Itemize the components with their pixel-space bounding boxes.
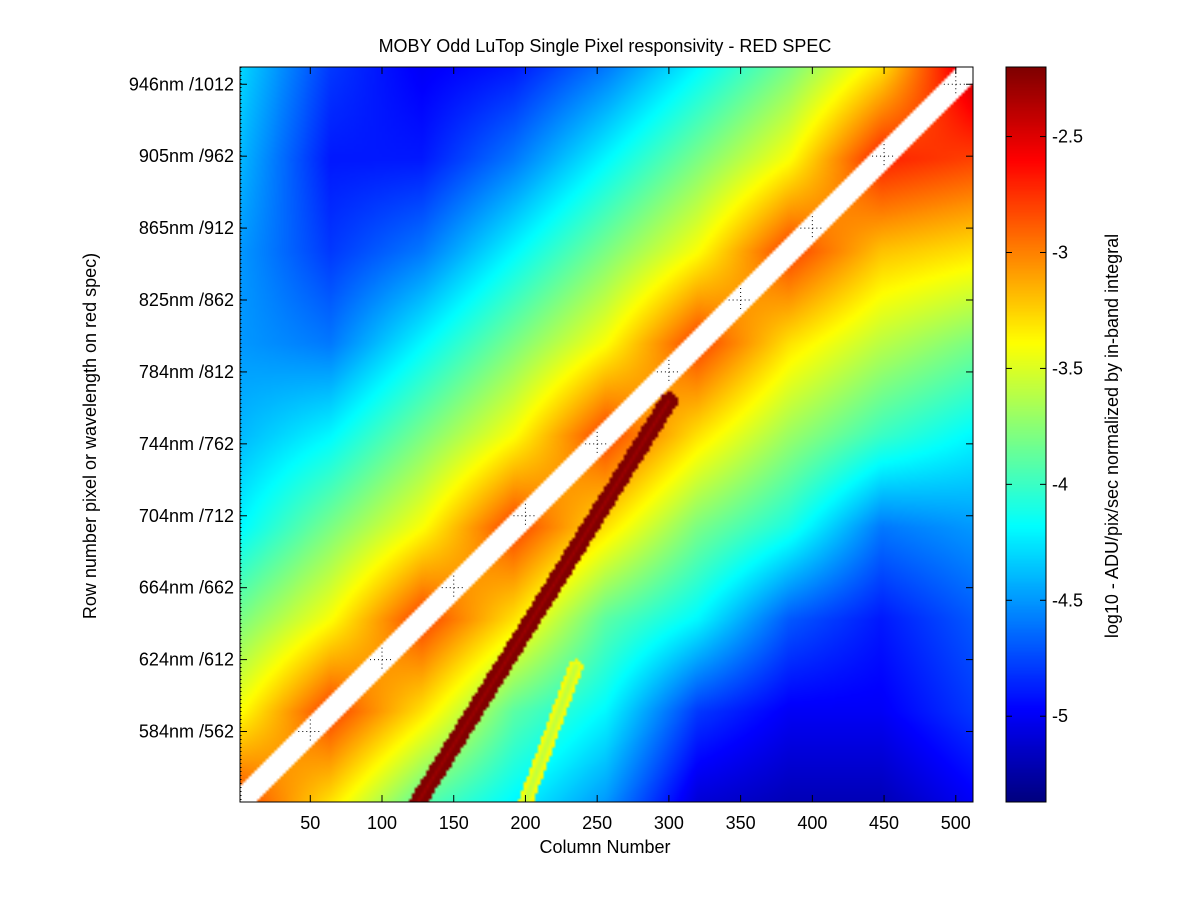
colorbar-tick-label: -3 xyxy=(1052,242,1068,262)
x-tick-label: 300 xyxy=(654,813,684,833)
x-tick-label: 100 xyxy=(367,813,397,833)
y-tick-label: 825nm /862 xyxy=(139,290,234,310)
heatmap-image xyxy=(240,67,973,802)
diagonal-dotted-marks xyxy=(240,67,968,802)
x-tick-label: 450 xyxy=(869,813,899,833)
colorbar-frame xyxy=(1005,66,1047,803)
x-tick-label: 50 xyxy=(300,813,320,833)
x-tick-label: 350 xyxy=(726,813,756,833)
colorbar-gradient xyxy=(1006,67,1046,802)
y-tick-label: 744nm /762 xyxy=(139,434,234,454)
y-tick-label: 664nm /662 xyxy=(139,578,234,598)
x-tick-label: 400 xyxy=(797,813,827,833)
y-tick-label: 784nm /812 xyxy=(139,362,234,382)
colorbar-tick-label: -4 xyxy=(1052,474,1068,494)
x-axis-label: Column Number xyxy=(539,837,670,857)
y-axis-label: Row number pixel or wavelength on red sp… xyxy=(80,253,100,619)
y-tick-label: 905nm /962 xyxy=(139,146,234,166)
y-tick-label: 704nm /712 xyxy=(139,506,234,526)
y-tick-label: 624nm /612 xyxy=(139,650,234,670)
x-axis-ticks: 50 100 150 200 250 300 350 400 450 500 xyxy=(300,67,971,833)
colorbar-label: log10 - ADU/pix/sec normalized by in-ban… xyxy=(1102,234,1122,638)
y-tick-label: 946nm /1012 xyxy=(129,74,234,94)
colorbar-tick-label: -3.5 xyxy=(1052,358,1083,378)
x-tick-label: 200 xyxy=(510,813,540,833)
colorbar-ticks: -2.5 -3 -3.5 -4 -4.5 -5 xyxy=(1006,127,1083,726)
y-tick-label: 584nm /562 xyxy=(139,722,234,742)
colorbar-tick-label: -5 xyxy=(1052,706,1068,726)
plot-frame xyxy=(239,66,974,803)
y-axis-ticks: 584nm /562 624nm /612 664nm /662 704nm /712… xyxy=(129,74,973,742)
x-tick-label: 150 xyxy=(439,813,469,833)
x-tick-label: 250 xyxy=(582,813,612,833)
colorbar-tick-label: -2.5 xyxy=(1052,127,1083,147)
x-tick-label: 500 xyxy=(941,813,971,833)
colorbar: -2.5 -3 -3.5 -4 -4.5 -5 xyxy=(1005,66,1083,803)
plot-area: 50 100 150 200 250 300 350 400 450 500 584nm /562… xyxy=(129,66,974,833)
y-tick-label: 865nm /912 xyxy=(139,218,234,238)
colorbar-tick-label: -4.5 xyxy=(1052,590,1083,610)
chart-title: MOBY Odd LuTop Single Pixel responsivity… xyxy=(379,36,832,56)
